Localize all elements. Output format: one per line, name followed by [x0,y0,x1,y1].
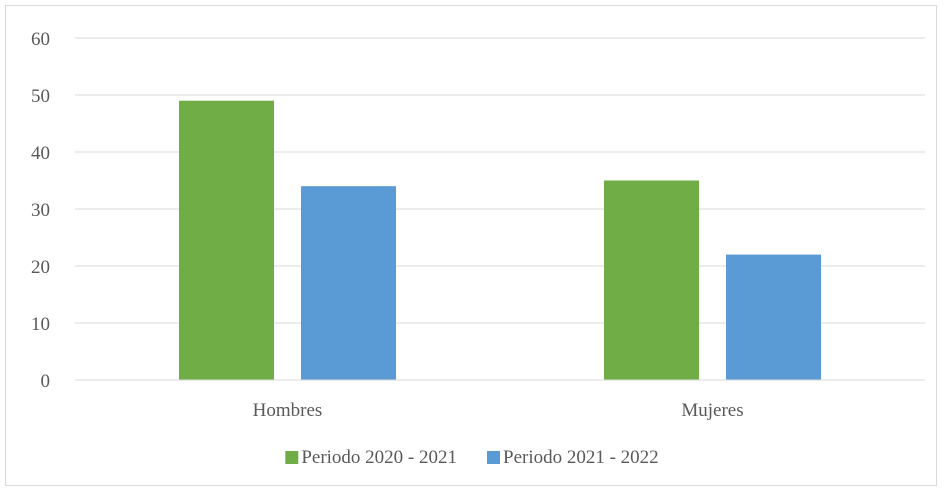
bar [301,186,396,380]
chart-frame [5,5,937,486]
legend-label: Periodo 2020 - 2021 [301,447,457,468]
x-category-label: Mujeres [681,400,743,421]
x-axis-categories: Hombres Mujeres [253,400,744,421]
x-category-label: Hombres [253,400,323,421]
y-tick-label: 30 [31,200,50,221]
bar [726,254,821,380]
y-axis-ticks: 0 10 20 30 40 50 60 [31,29,50,392]
y-tick-label: 10 [31,314,50,335]
y-tick-label: 50 [31,86,50,107]
bar [604,180,699,380]
legend-label: Periodo 2021 - 2022 [503,447,659,468]
legend: Periodo 2020 - 2021 Periodo 2021 - 2022 [285,447,659,468]
legend-swatch [487,451,500,464]
y-tick-label: 20 [31,257,50,278]
bar [179,100,274,380]
y-tick-label: 40 [31,143,50,164]
y-tick-label: 60 [31,29,50,50]
y-tick-label: 0 [41,371,51,392]
bars [179,100,821,380]
legend-swatch [285,451,299,464]
